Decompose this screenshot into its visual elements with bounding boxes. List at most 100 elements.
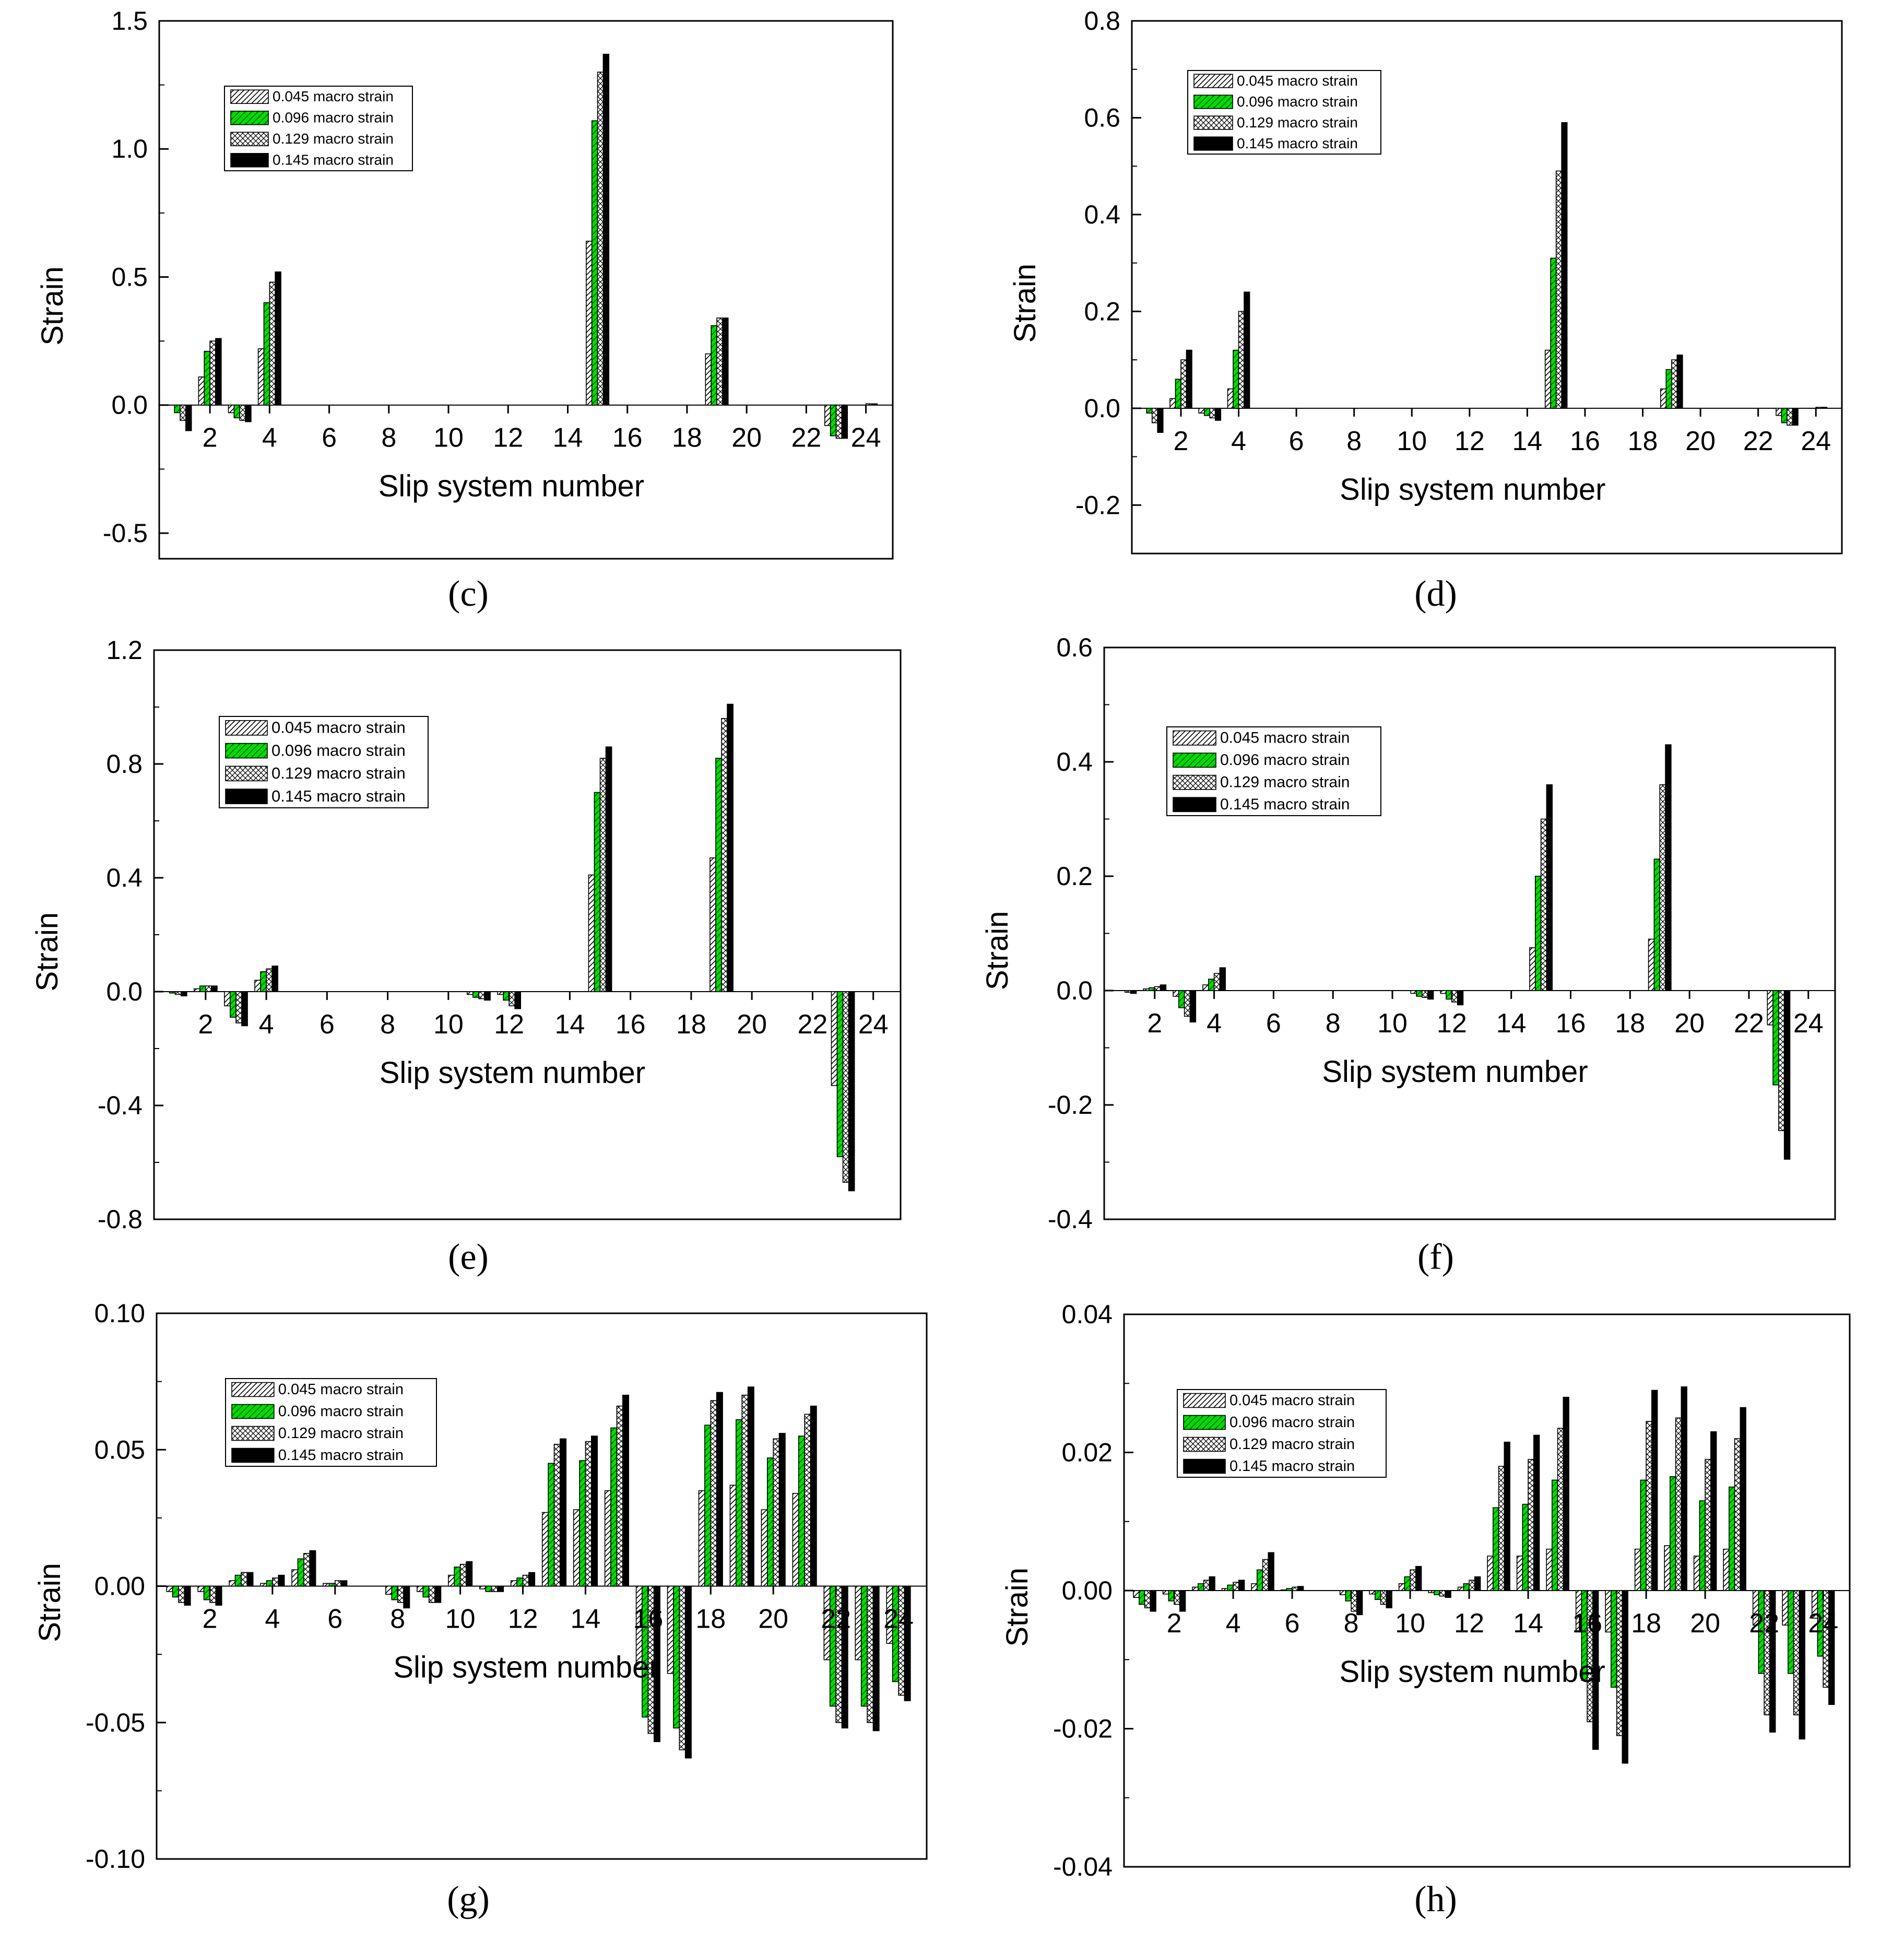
bar-h-s2-n19: [1670, 1476, 1676, 1591]
bar-h-s4-n18: [1651, 1390, 1658, 1591]
bar-g-s2-n12: [516, 1578, 524, 1587]
bar-g-s2-n17: [673, 1585, 680, 1729]
bar-h-s1-n13: [1487, 1556, 1494, 1591]
legend-swatch-4: [225, 788, 268, 804]
bar-d-s1-n23: [1776, 408, 1782, 416]
x-tick-label: 14: [1512, 426, 1542, 456]
bar-g-s4-n2: [215, 1585, 222, 1606]
x-tick-label: 22: [1734, 1008, 1764, 1039]
bar-e-s2-n12: [503, 991, 510, 1001]
bar-e-s1-n19: [709, 857, 716, 992]
bar-g-s3-n10: [459, 1563, 467, 1587]
bar-d-s4-n2: [1186, 349, 1192, 409]
bar-c-s2-n2: [204, 350, 210, 406]
bar-g-s1-n12: [510, 1580, 517, 1587]
bar-g-s3-n15: [616, 1405, 623, 1587]
bar-h-s3-n21: [1734, 1438, 1741, 1591]
legend-label-2: 0.096 macro strain: [271, 741, 406, 759]
x-axis-label: Slip system number: [1340, 1655, 1605, 1689]
bar-g-s1-n6: [323, 1583, 330, 1587]
bar-g-s4-n14: [591, 1435, 598, 1587]
bar-e-s2-n3: [230, 991, 236, 1018]
bar-g-s2-n2: [203, 1585, 210, 1600]
bar-c-s1-n19: [705, 353, 712, 406]
bar-h-s2-n23: [1788, 1590, 1794, 1674]
bar-g-s1-n17: [667, 1585, 674, 1674]
bar-g-s2-n4: [266, 1580, 273, 1587]
bar-h-s3-n9: [1380, 1590, 1387, 1605]
y-tick-label: -0.4: [1048, 1205, 1093, 1234]
bar-e-s4-n2: [211, 985, 218, 992]
bar-h-s4-n4: [1238, 1580, 1245, 1591]
bar-h-s3-n14: [1528, 1458, 1534, 1591]
y-tick-label: -0.10: [86, 1844, 145, 1874]
bar-c-s3-n2: [209, 340, 216, 406]
bar-h-s3-n17: [1616, 1590, 1623, 1736]
bar-h-s4-n22: [1769, 1590, 1776, 1733]
bar-g-s2-n3: [234, 1574, 242, 1587]
bar-e-s1-n15: [588, 874, 595, 992]
bar-f-s4-n11: [1427, 990, 1434, 1000]
bar-h-s2-n4: [1227, 1584, 1234, 1591]
y-axis-label: Strain: [1000, 1568, 1034, 1647]
x-tick-label: 18: [1615, 1008, 1645, 1039]
legend-label-1: 0.045 macro strain: [1237, 73, 1358, 89]
bar-f-s4-n4: [1219, 967, 1226, 991]
y-tick-label: 0.4: [106, 863, 143, 892]
y-tick-label: 1.0: [111, 134, 148, 163]
bar-g-s4-n9: [434, 1585, 442, 1603]
bar-c-s2-n15: [591, 120, 598, 406]
y-tick-label: 0.2: [1084, 297, 1120, 326]
bar-h-s4-n17: [1622, 1590, 1628, 1764]
legend-swatch-2: [1183, 1415, 1226, 1430]
bar-g-s2-n6: [328, 1583, 336, 1587]
bar-h-s4-n9: [1386, 1590, 1392, 1608]
x-tick-label: 8: [1346, 426, 1362, 456]
x-tick-label: 10: [445, 1604, 476, 1634]
bar-f-s2-n3: [1178, 990, 1185, 1008]
bar-d-s3-n1: [1151, 408, 1158, 423]
bar-c-s4-n23: [841, 404, 848, 439]
x-tick-label: 4: [1207, 1008, 1222, 1039]
bar-c-s4-n15: [602, 53, 610, 406]
bar-g-s1-n9: [417, 1585, 424, 1592]
x-tick-label: 16: [616, 1009, 646, 1040]
bar-f-s4-n12: [1457, 990, 1464, 1006]
bar-g-s3-n1: [178, 1585, 185, 1603]
chart-panel-c: -0.50.00.51.01.52 4 6 8 10 12 14 16 18 20 22 24Slip…: [36, 6, 894, 614]
bar-f-s4-n3: [1189, 990, 1197, 1023]
bar-h-s4-n16: [1592, 1590, 1599, 1750]
bar-h-s1-n12: [1457, 1586, 1464, 1591]
bar-g-s1-n2: [197, 1585, 205, 1592]
bar-f-s3-n4: [1213, 973, 1221, 991]
bar-g-s4-n23: [872, 1585, 880, 1732]
chart-panel-f: -0.4-0.20.00.20.40.62 4 6 8 10 12 14 16 18 20 22 24…: [980, 633, 1836, 1277]
bar-g-s4-n10: [466, 1561, 473, 1587]
bar-d-s3-n19: [1671, 359, 1678, 409]
bar-h-s4-n14: [1533, 1434, 1540, 1591]
bar-e-s2-n15: [594, 792, 601, 992]
bar-h-s1-n15: [1546, 1548, 1553, 1591]
bar-g-s4-n8: [403, 1585, 410, 1609]
bar-h-s2-n1: [1139, 1590, 1145, 1605]
bar-f-s2-n23: [1772, 990, 1779, 1086]
y-tick-label: 0.0: [111, 391, 148, 420]
bar-g-s4-n16: [653, 1585, 660, 1743]
y-tick-label: 0.0: [1084, 394, 1120, 423]
legend-swatch-1: [1193, 74, 1233, 88]
x-tick-label: 24: [858, 1009, 889, 1040]
bar-d-s4-n4: [1244, 291, 1250, 409]
panel-caption-g: (g): [447, 1879, 490, 1920]
chart-panel-d: -0.20.00.20.40.60.82 4 6 8 10 12 14 16 18 20 22 24S…: [1008, 6, 1843, 614]
bar-e-s3-n11: [478, 991, 485, 999]
x-tick-label: 6: [327, 1604, 342, 1634]
legend-swatch-4: [1173, 797, 1216, 813]
bar-h-s3-n13: [1498, 1466, 1505, 1591]
bar-c-s2-n1: [174, 404, 181, 414]
bar-h-s1-n20: [1693, 1556, 1700, 1591]
y-tick-label: 0.6: [1056, 633, 1093, 662]
charts-root: -0.50.00.51.01.52 4 6 8 10 12 14 16 18 20 22 24Slip…: [30, 6, 1851, 1920]
x-tick-label: 16: [612, 423, 643, 453]
y-axis-label: Strain: [980, 911, 1014, 991]
